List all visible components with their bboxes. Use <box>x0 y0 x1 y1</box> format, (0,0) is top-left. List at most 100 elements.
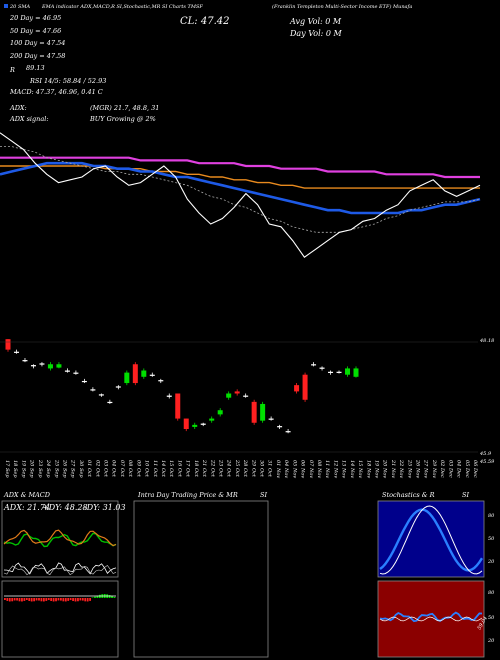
macd-bar <box>8 598 11 602</box>
date-label: 04 Dec <box>456 460 462 478</box>
candle-body <box>302 374 308 400</box>
candle-body <box>13 351 19 353</box>
date-label: 27 Nov <box>423 459 429 478</box>
macd-bar <box>21 598 23 602</box>
candle-body <box>5 339 11 350</box>
stoch-tick-80: 80 <box>488 513 495 519</box>
candle-body <box>311 364 317 366</box>
candle-body <box>30 365 36 367</box>
r-label: R <box>9 66 15 74</box>
macd-bars <box>4 594 116 602</box>
date-label: 23 Oct <box>217 459 223 478</box>
candle-body <box>285 431 291 433</box>
stoch-tick-50: 50 <box>488 536 495 542</box>
date-label: 03 Dec <box>447 460 453 478</box>
macd-bar <box>47 598 50 601</box>
date-labels: 17 Sep 18 Sep 19 Sep 20 Sep 23 Sep 24 Sep 25 S… <box>4 459 478 478</box>
macd-bar <box>74 598 77 602</box>
macd-bar <box>35 598 38 601</box>
date-label: 17 Oct <box>185 460 191 478</box>
adx-signal-value: BUY Growing @ 2% <box>89 115 156 123</box>
candle-body <box>319 367 325 369</box>
macd-bar <box>81 598 84 601</box>
line-sma50 <box>0 161 481 215</box>
intraday-panel-title-right: SI <box>260 491 267 499</box>
candle-body <box>353 368 359 377</box>
rsi-label: RSI 14/5: 58.84 / 52.93 <box>29 77 106 85</box>
macd-bar <box>113 596 116 598</box>
macd-bar <box>64 598 67 602</box>
date-label: 23 Sep <box>37 459 43 478</box>
date-label: 24 Oct <box>226 459 232 478</box>
macd-bar <box>45 598 48 601</box>
adx-lines <box>3 529 117 576</box>
axis-bottom1-label: 45.9 <box>479 451 492 457</box>
date-label: 08 Oct <box>127 460 133 478</box>
date-label: 03 Oct <box>103 460 109 478</box>
axis-bottom2-label: 45.59 <box>479 459 495 465</box>
macd-panel-frame <box>1 580 119 658</box>
candle-body <box>251 401 257 423</box>
date-label: 21 Nov <box>390 459 396 478</box>
date-label: 29 Oct <box>250 459 256 478</box>
candle-body <box>200 423 206 425</box>
candle-body <box>158 380 164 382</box>
candle-body <box>345 368 351 375</box>
stoch-panel-title: Stochastics & R <box>382 491 435 499</box>
date-label: 25 Sep <box>53 459 59 478</box>
macd-bar <box>69 598 72 601</box>
candle-body <box>234 391 240 394</box>
date-label: 11 Nov <box>324 460 330 478</box>
date-label: 14 Nov <box>349 460 355 478</box>
rsi-tick-50: 50 <box>488 615 495 621</box>
candles <box>5 339 359 434</box>
candle-body <box>115 386 121 388</box>
header-line1-right: (Franklin Templeton Multi-Sector Income … <box>272 3 412 10</box>
candle-body <box>294 385 300 392</box>
date-label: 21 Oct <box>201 459 207 478</box>
stoch-series-line <box>379 508 484 572</box>
date-label: 09 Oct <box>135 460 141 478</box>
candle-body <box>166 395 172 397</box>
candle-body <box>328 371 334 373</box>
header-line1-mid: EMA indicator ADX,MACD,R SI,Stochastic,M… <box>41 4 203 10</box>
adx-signal-label: ADX signal: <box>9 115 49 123</box>
candle-body <box>209 418 215 421</box>
macd-bar <box>111 596 113 598</box>
legend-swatch-icon <box>4 4 8 8</box>
adx-panel-title: ADX & MACD <box>3 491 51 499</box>
macd-bar <box>55 598 57 602</box>
stoch-rsi-panel: Stochastics & R SI 80 50 20 80 50 20 59.… <box>377 491 495 658</box>
candle-body <box>183 418 189 430</box>
macd-bar <box>86 598 89 602</box>
price-lines <box>0 132 481 258</box>
macd-bar <box>13 598 16 601</box>
date-label: 01 Nov <box>275 460 281 478</box>
candle-body <box>47 364 53 369</box>
line-white_price <box>0 132 481 258</box>
macd-bar <box>25 598 28 601</box>
macd-bar <box>84 598 87 602</box>
date-label: 16 Oct <box>176 460 182 478</box>
date-label: 30 Sep <box>78 460 84 478</box>
adx-series-line <box>3 529 117 547</box>
close-price-label: CL: 47.42 <box>180 16 229 27</box>
date-label: 25 Oct <box>234 459 240 478</box>
rsi-signal-line <box>379 616 483 622</box>
candle-body <box>98 394 104 396</box>
macd-bar <box>23 598 26 601</box>
plus-dy-value: +DY: 48.28 <box>42 503 88 512</box>
macd-bar <box>38 598 40 601</box>
candle-body <box>217 410 223 415</box>
minus-dy-value: -DY: 31.03 <box>84 503 126 512</box>
intraday-panel: Intra Day Trading Price & MR SI <box>133 491 269 658</box>
stoch-lines <box>379 505 484 575</box>
macd-bar <box>62 598 65 602</box>
date-label: 13 Nov <box>341 460 347 478</box>
candle-body <box>192 424 198 427</box>
macd-bar <box>57 598 60 601</box>
date-label: 02 Oct <box>94 460 100 478</box>
date-label: 02 Dec <box>439 460 445 478</box>
candle-body <box>141 370 147 377</box>
